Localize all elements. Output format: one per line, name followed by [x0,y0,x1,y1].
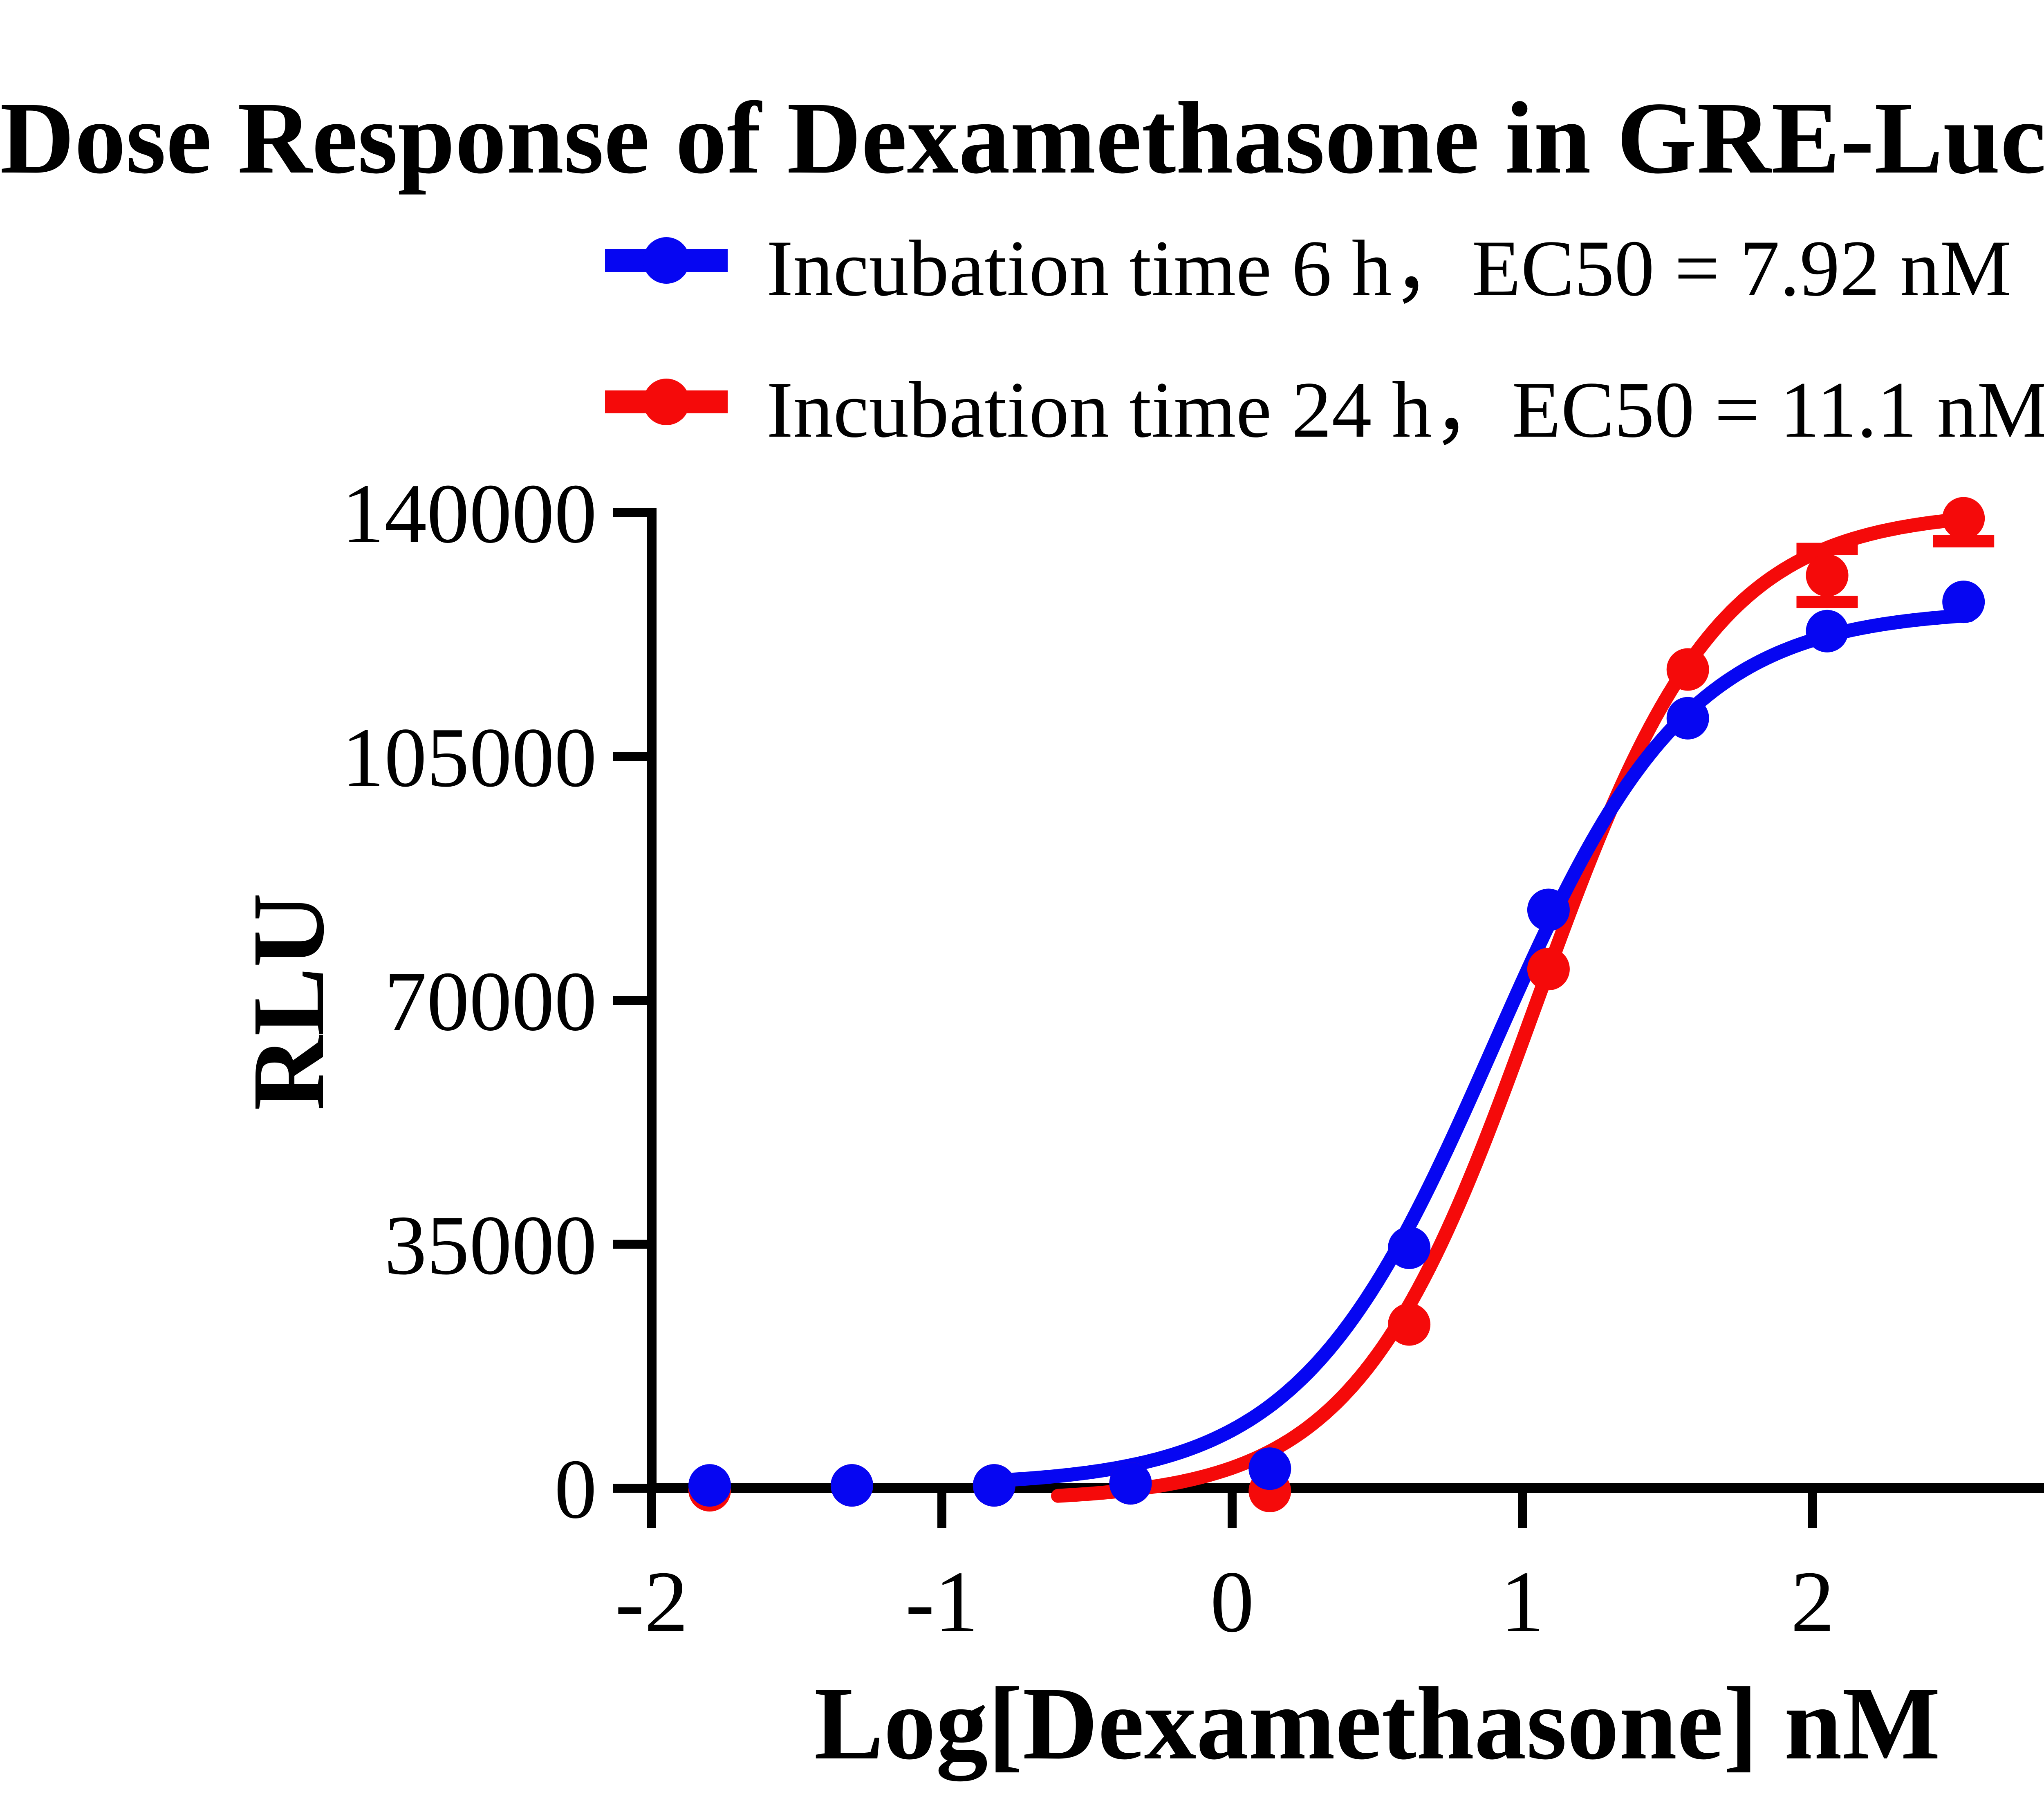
data-point-Incubation-time-24-h [1806,554,1849,597]
legend-item-6h: Incubation time 6 h，EC50 = 7.92 nM [605,201,2044,320]
data-point-Incubation-time-6-h [1109,1462,1152,1505]
y-tick-label: 140000 [342,466,597,561]
axes [647,508,2044,1493]
data-point-Incubation-time-24-h [1666,648,1709,691]
legend-item-24h: Incubation time 24 h，EC50 = 11.1 nM [605,343,2044,461]
x-tick-label: 2 [1791,1553,1835,1650]
legend: Incubation time 6 h，EC50 = 7.92 nM Incub… [605,201,2044,461]
x-tick-label: -1 [905,1553,978,1650]
y-tick-label: 105000 [342,711,597,805]
x-tick-label: 0 [1210,1553,1254,1650]
y-tick-label: 70000 [384,954,597,1048]
legend-label-6h: Incubation time 6 h，EC50 = 7.92 nM [766,224,2011,313]
data-point-Incubation-time-24-h [1388,1303,1431,1346]
data-point-Incubation-time-6-h [1248,1447,1291,1490]
data-point-Incubation-time-6-h [973,1464,1015,1507]
data-point-Incubation-time-6-h [1666,697,1709,740]
legend-marker-6h-icon [605,201,728,320]
data-point-Incubation-time-24-h [1942,497,1985,540]
x-tick-label: 1 [1500,1553,1544,1650]
data-point-Incubation-time-6-h [1942,581,1985,623]
y-tick-label: 0 [554,1442,597,1536]
data-point-Incubation-time-6-h [1806,610,1849,653]
legend-label-24h: Incubation time 24 h，EC50 = 11.1 nM [766,365,2044,454]
chart-title: Dose Response of Dexamethasone in GRE-Lu… [0,81,2044,195]
y-tick-label: 35000 [384,1198,597,1292]
data-point-Incubation-time-6-h [830,1464,873,1507]
data-point-Incubation-time-6-h [1527,888,1570,931]
x-tick-label: -2 [615,1553,688,1650]
x-axis-label: Log[Dexamethasone] nM [814,1666,1941,1781]
legend-marker-24h-icon [605,343,728,461]
data-point-Incubation-time-6-h [688,1464,731,1507]
data-point-Incubation-time-24-h [1527,948,1570,991]
curve-Incubation-time-6-h [993,608,1977,1487]
data-point-Incubation-time-6-h [1388,1227,1431,1269]
